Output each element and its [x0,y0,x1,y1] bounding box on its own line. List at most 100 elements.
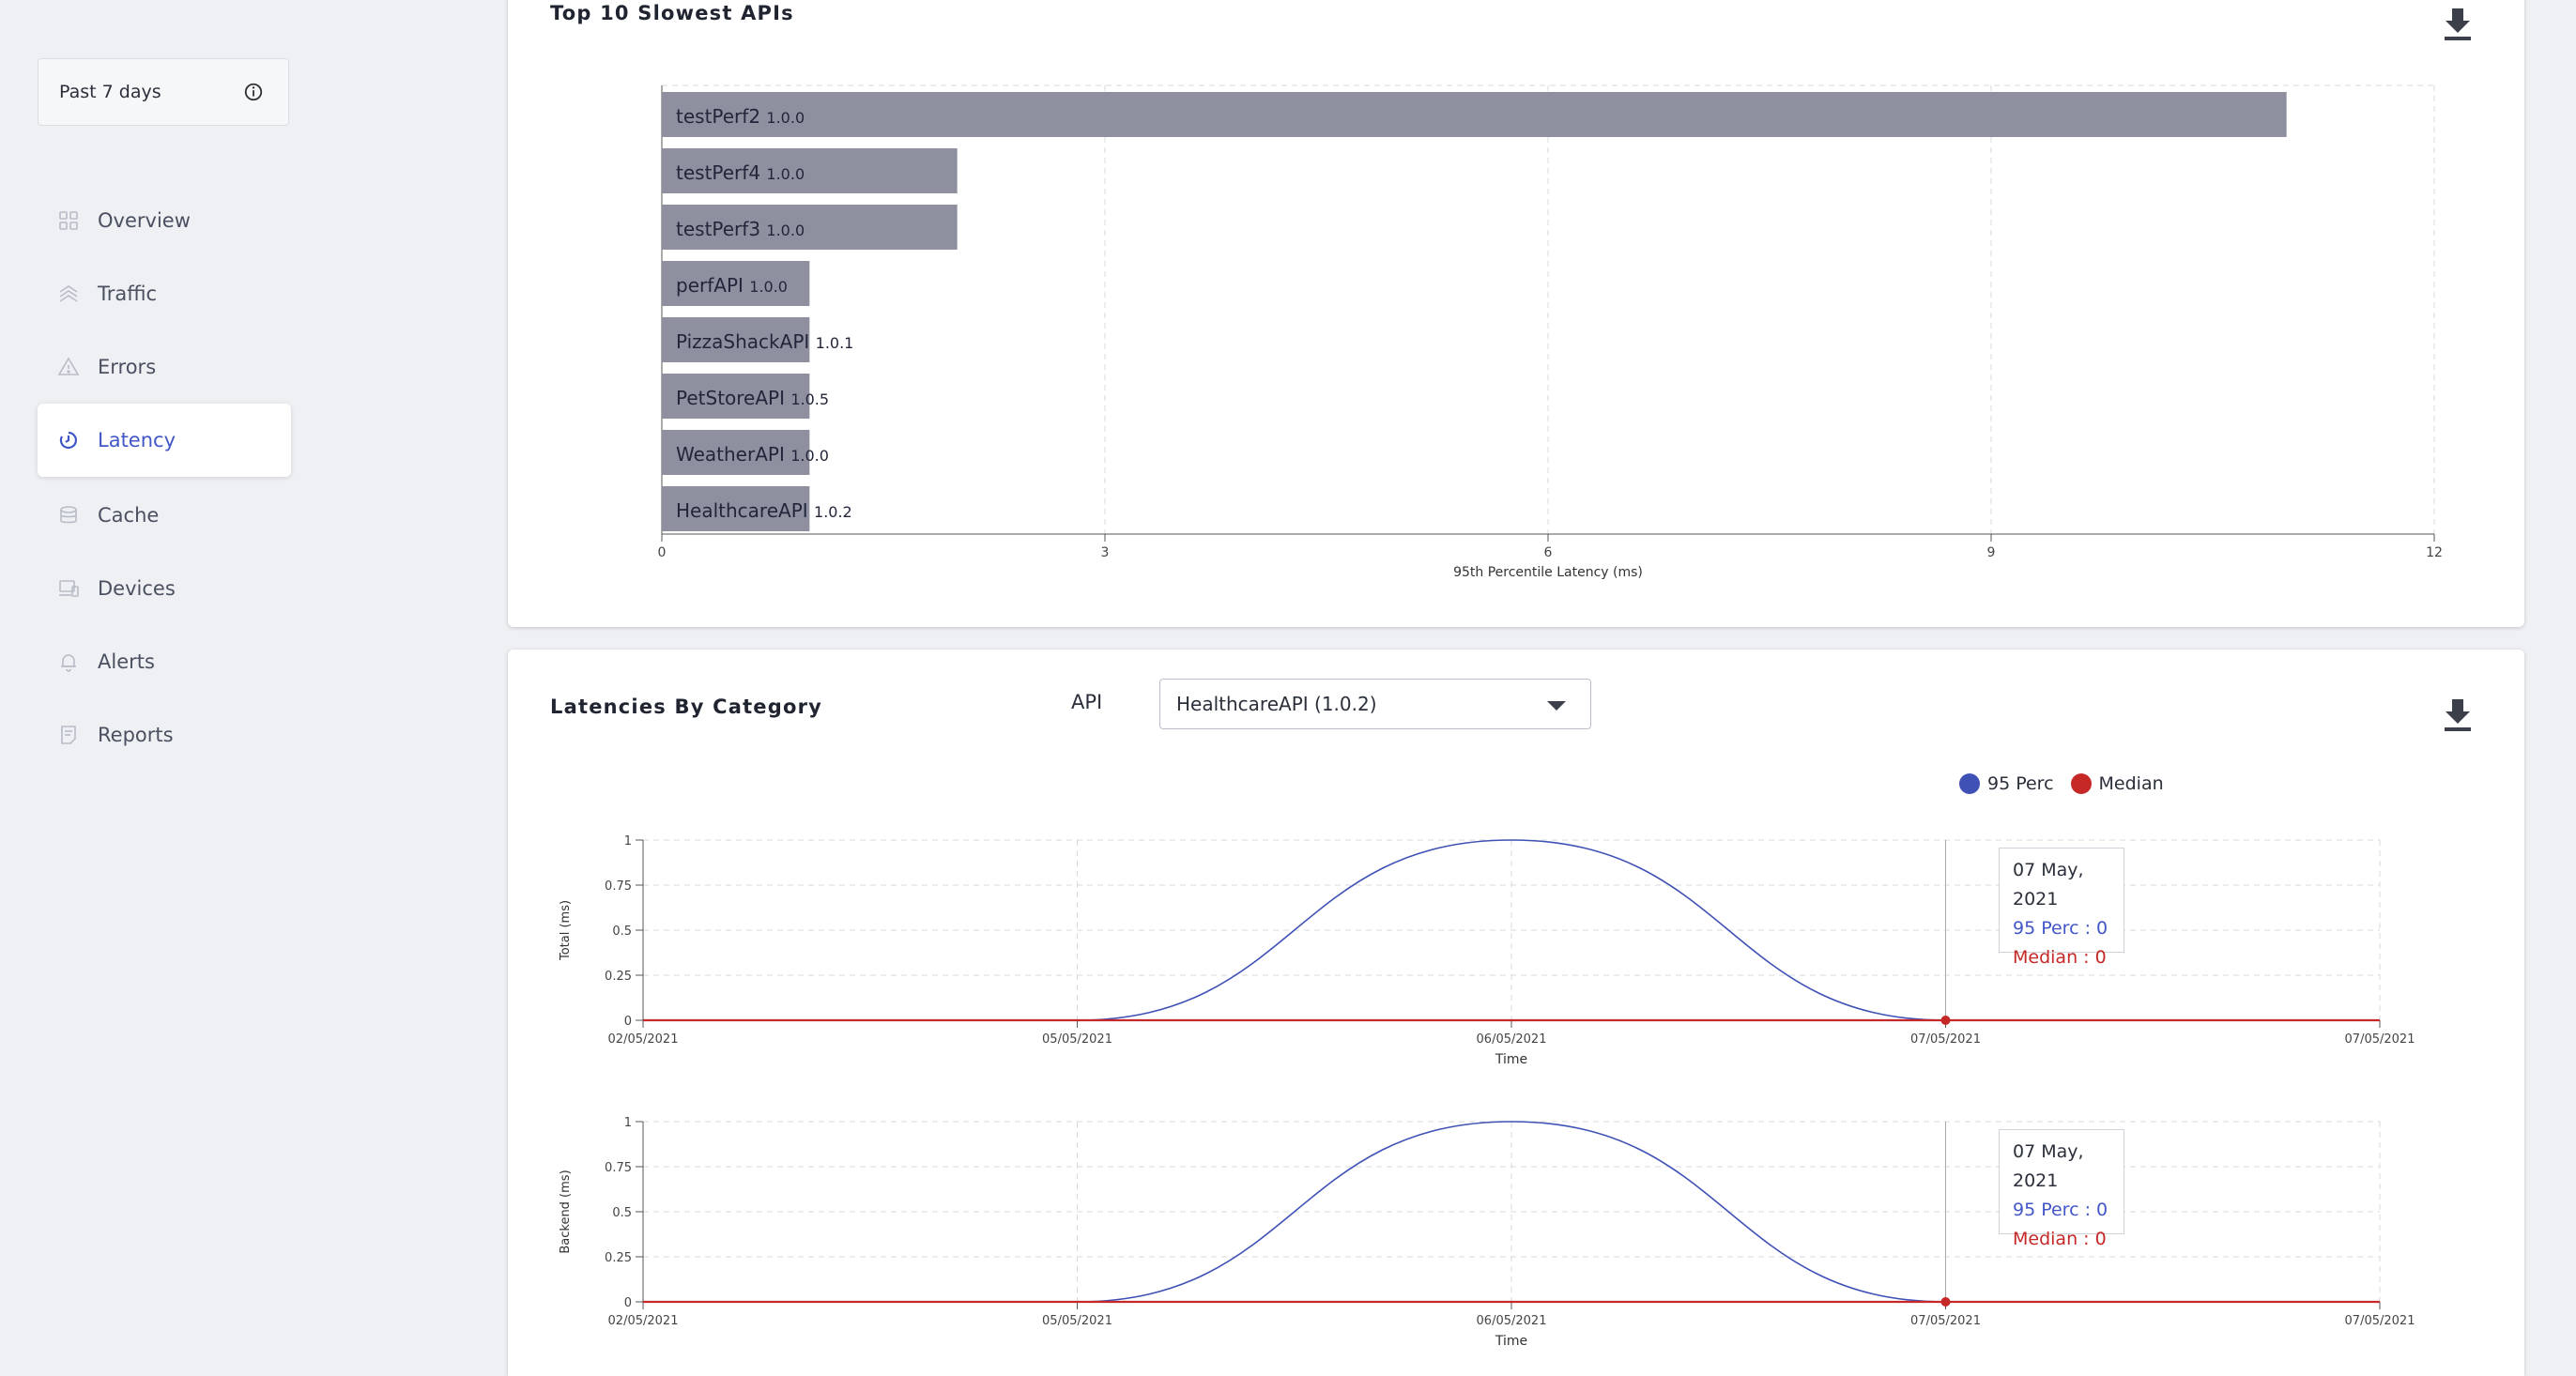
y-tick-label: 0 [624,1296,632,1310]
api-select-value: HealthcareAPI (1.0.2) [1176,693,1377,715]
tooltip-date: 07 May, 2021 [2013,1141,2084,1191]
x-tick-label: 07/05/2021 [2345,1032,2415,1047]
bar-api-name: PetStoreAPI [676,387,790,409]
sidebar-item-alerts[interactable]: Alerts [38,625,291,698]
api-select[interactable]: HealthcareAPI (1.0.2) [1159,679,1591,729]
sidebar-item-devices[interactable]: Devices [38,552,291,625]
y-axis-label: Total (ms) [559,900,573,961]
sidebar-item-label: Errors [98,356,157,378]
latencies-title: Latencies By Category [550,696,823,718]
bar-api-version: 1.0.0 [766,109,805,127]
x-tick-label: 12 [2426,545,2443,560]
sidebar-item-label: Latency [98,429,176,451]
y-tick-label: 0.75 [605,1161,632,1175]
overview-grid-icon [56,208,81,233]
slowest-apis-chart: 0 3 6 9 12 95th Percentile Latency (ms) testPe… [658,84,2443,580]
bell-icon [56,650,81,674]
download-icon[interactable] [2442,696,2474,734]
legend-dot [1959,773,1980,794]
legend-item-95-perc[interactable]: 95 Perc [1959,773,2054,794]
x-tick-label: 05/05/2021 [1042,1032,1112,1047]
sidebar-item-label: Reports [98,724,174,746]
y-tick-label: 0.75 [605,879,632,894]
date-range-label: Past 7 days [59,82,161,102]
chart-tooltip: 07 May, 2021 95 Perc : 0 Median : 0 [1999,1129,2124,1249]
bar-api-version: 1.0.0 [766,165,805,183]
bar-label: PizzaShackAPI 1.0.1 [676,330,853,353]
y-tick-label: 0.25 [605,970,632,984]
date-range-picker[interactable]: Past 7 days [38,58,289,126]
sidebar-item-latency[interactable]: Latency [38,404,291,477]
latencies-card: Latencies By Category [508,650,2524,1376]
bar-api-name: testPerf4 [676,161,766,184]
slowest-apis-title: Top 10 Slowest APIs [550,2,794,24]
bar-api-version: 1.0.0 [790,447,829,465]
sidebar-item-traffic[interactable]: Traffic [38,257,291,330]
bar-label: testPerf4 1.0.0 [676,161,805,184]
y-tick-label: 0.5 [612,925,632,939]
bar-label: testPerf3 1.0.0 [676,218,805,240]
bar [662,374,810,419]
sidebar-item-label: Cache [98,504,160,527]
y-axis-label: Backend (ms) [559,1170,573,1253]
warning-triangle-icon [56,355,81,379]
chart-tooltip: 07 May, 2021 95 Perc : 0 Median : 0 [1999,848,2124,968]
backend-latency-chart: 0 0.25 0.5 0.75 1 02/05/2021 05/05/2021 06/05/2… [559,1116,2415,1349]
database-icon [56,503,81,527]
legend-item-median[interactable]: Median [2070,773,2164,794]
bar [662,317,810,362]
x-tick-label: 02/05/2021 [608,1314,679,1328]
tooltip-95-perc: 95 Perc : 0 [2013,918,2108,939]
y-tick-label: 0.5 [612,1206,632,1220]
sidebar-item-overview[interactable]: Overview [38,184,291,257]
x-tick-label: 3 [1101,545,1110,560]
x-tick-label: 07/05/2021 [1910,1314,1981,1328]
chart-legend: 95 Perc Median [1959,773,2181,794]
hover-point [1940,1297,1951,1307]
x-tick-label: 06/05/2021 [1477,1314,1547,1328]
x-tick-label: 02/05/2021 [608,1032,679,1047]
bar-label: PetStoreAPI 1.0.5 [676,387,829,409]
download-icon[interactable] [2442,6,2474,43]
bar-label: HealthcareAPI 1.0.2 [676,499,852,522]
x-axis-label: 95th Percentile Latency (ms) [1453,565,1643,580]
bar-api-name: perfAPI [676,274,749,297]
traffic-layers-icon [56,282,81,306]
bar-api-name: HealthcareAPI [676,499,814,522]
bar-api-version: 1.0.5 [790,390,829,408]
latency-clock-icon [56,428,81,452]
legend-label: Median [2098,773,2164,794]
tooltip-median: Median : 0 [2013,1229,2107,1249]
x-tick-label: 0 [658,545,667,560]
sidebar: Past 7 days Overview Traffic Errors [0,0,329,1376]
devices-icon [56,576,81,601]
x-axis-label: Time [1495,1052,1527,1067]
x-tick-label: 6 [1544,545,1553,560]
bar [662,148,958,193]
total-latency-chart: 0 0.25 0.5 0.75 1 02/05/2021 05/05/2021 06/05/2… [559,834,2415,1067]
bar-api-version: 1.0.2 [814,503,852,521]
bar [662,486,810,531]
sidebar-item-label: Alerts [98,650,155,673]
bar [662,430,810,475]
x-tick-label: 07/05/2021 [1910,1032,1981,1047]
x-tick-label: 07/05/2021 [2345,1314,2415,1328]
y-tick-label: 0.25 [605,1251,632,1265]
slowest-apis-card: Top 10 Slowest APIs 0 3 6 9 12 95th Percentil… [508,0,2524,627]
x-tick-label: 05/05/2021 [1042,1314,1112,1328]
bar-api-version: 1.0.1 [816,334,854,352]
sidebar-item-cache[interactable]: Cache [38,479,291,552]
bar-label: testPerf2 1.0.0 [676,105,805,128]
sidebar-item-label: Devices [98,577,176,600]
y-tick-label: 1 [624,834,632,849]
legend-label: 95 Perc [1987,773,2054,794]
bar [662,261,810,306]
bar-api-version: 1.0.0 [766,222,805,239]
bar [662,205,958,250]
y-tick-label: 0 [624,1015,632,1029]
sidebar-item-reports[interactable]: Reports [38,698,291,772]
bar-label: WeatherAPI 1.0.0 [676,443,829,466]
x-tick-label: 9 [1987,545,1996,560]
info-icon[interactable] [243,82,264,102]
sidebar-item-errors[interactable]: Errors [38,330,291,404]
